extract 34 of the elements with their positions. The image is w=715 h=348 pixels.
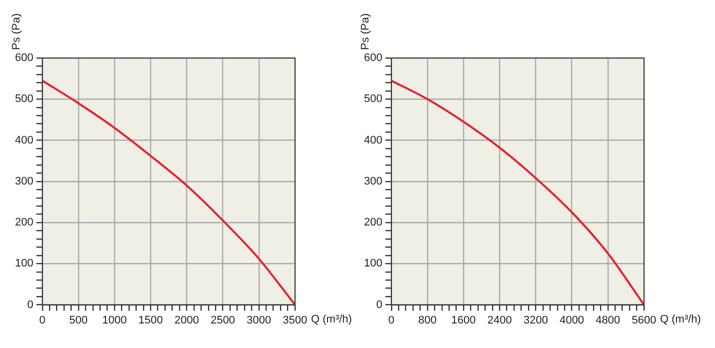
y-tick-label: 600 — [14, 52, 34, 64]
y-tick-label: 400 — [364, 134, 382, 146]
x-tick-label: 1500 — [138, 314, 163, 326]
x-tick-label: 4800 — [596, 314, 620, 326]
x-axis-title: Q (m³/h) — [311, 313, 352, 326]
y-tick-label: 400 — [14, 134, 34, 146]
y-tick-label: 0 — [376, 298, 382, 311]
x-tick-label: 800 — [418, 314, 437, 326]
x-tick-label: 1000 — [102, 314, 127, 326]
y-axis-title: Ps (Pa) — [10, 13, 22, 50]
y-tick-label: 500 — [364, 93, 382, 106]
y-tick-label: 200 — [364, 216, 382, 229]
y-tick-label: 300 — [14, 175, 34, 188]
y-axis-title: Ps (Pa) — [359, 13, 372, 50]
y-tick-label: 500 — [14, 93, 34, 106]
y-tick-label: 100 — [364, 258, 382, 270]
x-tick-label: 3000 — [246, 314, 272, 326]
x-axis-title: Q (m³/h) — [660, 313, 701, 326]
x-tick-label: 5600 — [632, 314, 656, 326]
y-tick-label: 300 — [364, 175, 382, 188]
x-tick-label: 3200 — [523, 314, 548, 326]
x-tick-label: 4000 — [560, 314, 584, 326]
x-tick-label: 1600 — [451, 314, 476, 326]
x-tick-label: 500 — [69, 314, 88, 326]
x-tick-label: 0 — [39, 314, 46, 326]
x-tick-label: 2000 — [174, 314, 199, 326]
y-tick-label: 100 — [14, 258, 34, 270]
y-tick-label: 200 — [14, 216, 34, 229]
x-tick-label: 2500 — [210, 314, 236, 326]
x-tick-label: 0 — [388, 314, 394, 326]
y-tick-label: 600 — [364, 52, 382, 64]
y-tick-label: 0 — [27, 298, 34, 311]
x-tick-label: 2400 — [487, 314, 512, 326]
x-tick-label: 3500 — [282, 314, 308, 326]
